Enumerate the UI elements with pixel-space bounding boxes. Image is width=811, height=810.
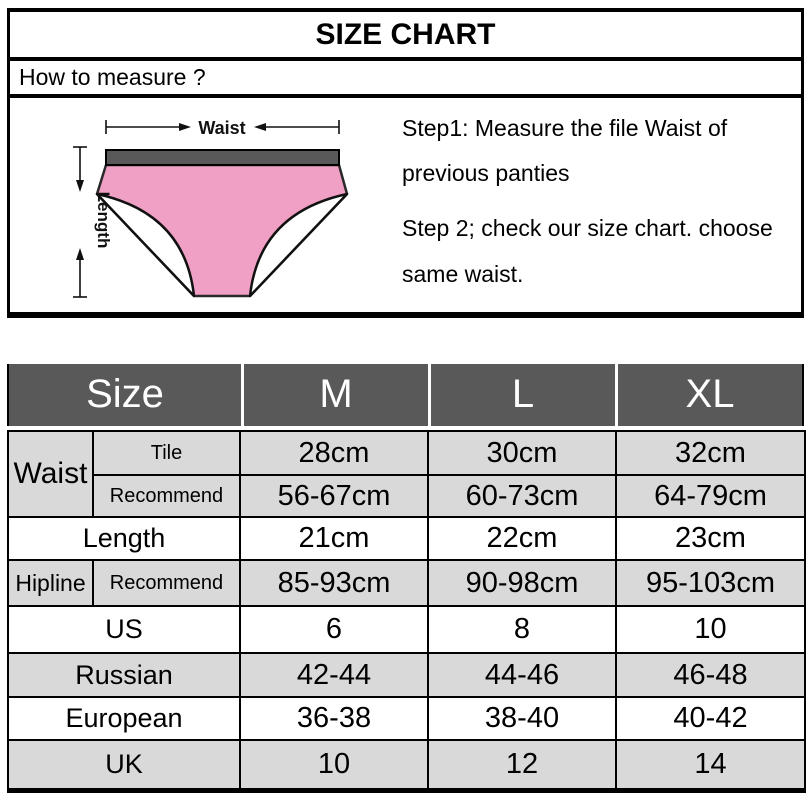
cell-russian-l: 44-46 (427, 652, 617, 698)
cell-waist-rec-l: 60-73cm (427, 474, 617, 518)
how-to-measure-heading: How to measure ? (10, 61, 801, 98)
cell-russian-xl: 46-48 (615, 652, 806, 698)
measure-section: SIZE CHART How to measure ? Waist (7, 8, 804, 318)
row-label-uk: UK (7, 739, 241, 791)
cell-european-xl: 40-42 (615, 696, 806, 741)
cell-waist-tile-l: 30cm (427, 430, 617, 476)
header-size-l: L (428, 364, 615, 426)
length-arrow-icon: Length (73, 146, 113, 298)
cell-uk-l: 12 (427, 739, 617, 791)
step2-text-line2: same waist. (402, 261, 524, 287)
header-size-m: M (241, 364, 428, 426)
row-label-length: Length (7, 516, 241, 561)
table-row-length: Length 21cm 22cm 23cm (7, 516, 806, 561)
cell-hipline-l: 90-98cm (427, 559, 617, 607)
row-sublabel-hipline-recommend: Recommend (92, 559, 241, 607)
cell-length-l: 22cm (427, 516, 617, 561)
table-row-european: European 36-38 38-40 40-42 (7, 696, 806, 741)
cell-us-m: 6 (239, 605, 429, 654)
cell-waist-tile-xl: 32cm (615, 430, 806, 476)
cell-hipline-m: 85-93cm (239, 559, 429, 607)
panty-illustration (95, 149, 349, 298)
length-label: Length (94, 192, 113, 249)
header-size: Size (86, 372, 164, 416)
row-label-hipline: Hipline (7, 559, 94, 607)
step2-text-line1: Step 2; check our size chart. choose (402, 215, 773, 241)
table-row-us: US 6 8 10 (7, 605, 806, 654)
cell-length-m: 21cm (239, 516, 429, 561)
table-row-russian: Russian 42-44 44-46 46-48 (7, 652, 806, 698)
cell-uk-m: 10 (239, 739, 429, 791)
row-label-us: US (7, 605, 241, 654)
row-label-russian: Russian (7, 652, 241, 698)
cell-us-l: 8 (427, 605, 617, 654)
panty-diagram: Waist Length (73, 118, 349, 298)
waist-label: Waist (198, 118, 245, 138)
table-row-waist-tile: Waist Tile 28cm 30cm 32cm (7, 430, 806, 518)
page-title: SIZE CHART (10, 12, 801, 61)
cell-european-l: 38-40 (427, 696, 617, 741)
size-table: Waist Tile 28cm 30cm 32cm Recommend 56-6… (7, 430, 806, 793)
cell-waist-rec-m: 56-67cm (239, 474, 429, 518)
row-sublabel-tile: Tile (92, 430, 241, 476)
step1-text-line2: previous panties (402, 160, 570, 186)
waist-arrow-icon: Waist (105, 118, 340, 138)
cell-waist-rec-xl: 64-79cm (615, 474, 806, 518)
cell-length-xl: 23cm (615, 516, 806, 561)
measure-steps: Step1: Measure the file Waist of previou… (402, 98, 794, 289)
table-row-waist-recommend: Recommend 56-67cm 60-73cm 64-79cm (8, 474, 806, 518)
cell-us-xl: 10 (615, 605, 806, 654)
row-label-european: European (7, 696, 241, 741)
size-table-header: Size M L XL (7, 364, 804, 426)
table-row-hipline: Hipline Recommend 85-93cm 90-98cm 95-103… (7, 559, 806, 607)
cell-russian-m: 42-44 (239, 652, 429, 698)
cell-hipline-xl: 95-103cm (615, 559, 806, 607)
measure-illustration-row: Waist Length (10, 98, 801, 312)
cell-waist-tile-m: 28cm (239, 430, 429, 476)
cell-uk-xl: 14 (615, 739, 806, 791)
step1-text-line1: Step1: Measure the file Waist of (402, 115, 728, 141)
row-label-waist: Waist (7, 430, 94, 518)
table-row-uk: UK 10 12 14 (7, 739, 806, 791)
row-sublabel-waist-recommend: Recommend (92, 474, 241, 518)
header-size-xl: XL (615, 364, 802, 426)
cell-european-m: 36-38 (239, 696, 429, 741)
